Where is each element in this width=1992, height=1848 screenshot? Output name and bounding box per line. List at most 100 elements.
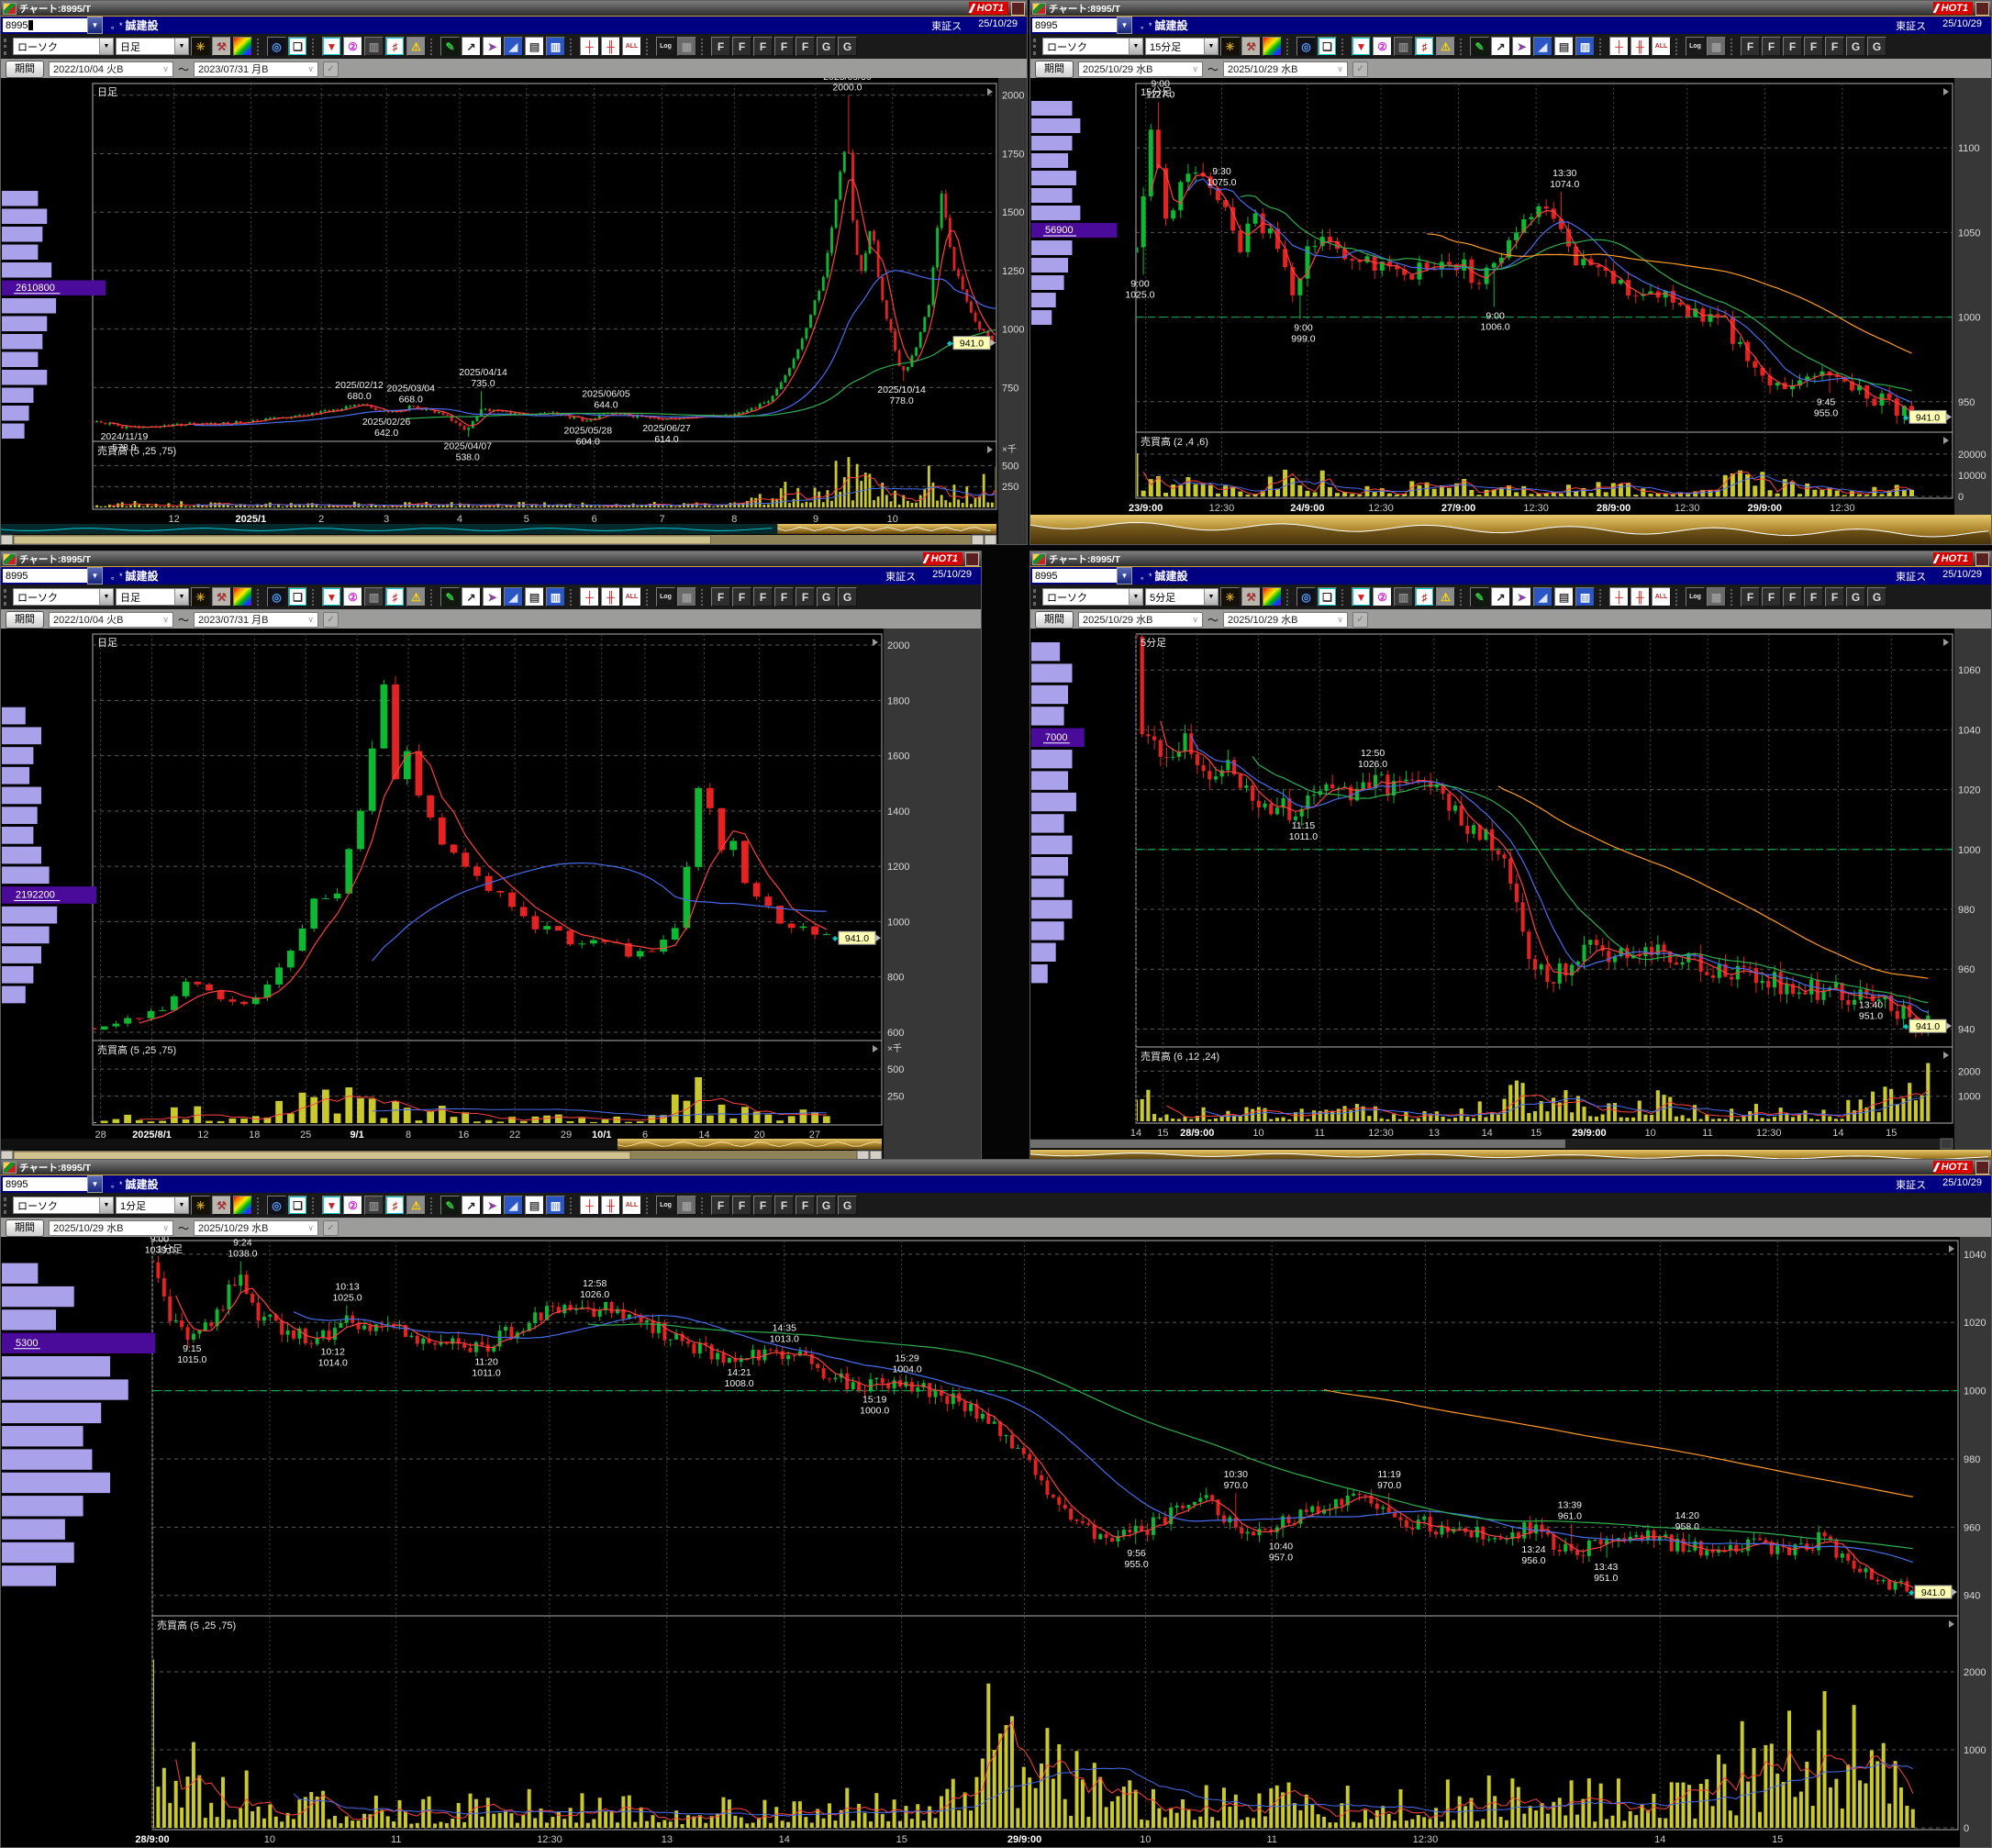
chevron-down-icon[interactable]: ∨ <box>307 614 315 624</box>
chart-f1-icon[interactable]: F <box>711 37 730 56</box>
window-titlebar[interactable]: チャート:8995/T HOT1 <box>1030 1 1991 17</box>
color-palette-icon[interactable] <box>1263 37 1282 56</box>
compare-disabled-icon[interactable]: ▦ <box>1707 37 1726 56</box>
number-2-icon[interactable]: ② <box>343 1196 362 1215</box>
chevron-down-icon[interactable]: ∨ <box>162 63 169 73</box>
chart-svg[interactable]: 600 800 1000 1200 1400 1600 1800 2000 500 250 ×千 21… <box>1 629 982 1162</box>
bar-width-narrow-icon[interactable]: ┼ <box>580 587 599 607</box>
chart-style-select[interactable]: ローソク ▼ <box>13 588 114 606</box>
color-palette-icon[interactable] <box>233 587 252 607</box>
chart-style-select[interactable]: ローソク ▼ <box>13 1197 114 1214</box>
period-apply-checkbox[interactable]: ✓ <box>1352 61 1369 77</box>
chart-f3-icon[interactable]: F <box>1783 587 1802 607</box>
symbol-dropdown-button[interactable]: ▼ <box>1117 567 1132 584</box>
symbol-input[interactable]: 8995 <box>1032 18 1117 32</box>
eraser-icon[interactable]: ◢ <box>1533 587 1552 607</box>
period-apply-checkbox[interactable]: ✓ <box>323 611 339 628</box>
period-to-select[interactable]: 2025/10/29 水B ∨ <box>1223 61 1349 77</box>
alert-icon[interactable]: ⚠ <box>1436 587 1455 607</box>
pattern-net-icon[interactable]: ✳ <box>191 1196 210 1215</box>
compare-disabled-icon[interactable]: ▦ <box>677 37 696 56</box>
period-apply-checkbox[interactable]: ✓ <box>323 1219 339 1236</box>
copy-page-icon[interactable]: ▤ <box>525 587 544 607</box>
log-scale-icon[interactable]: Log <box>656 1196 675 1215</box>
chevron-down-icon[interactable]: ▼ <box>1204 39 1218 54</box>
chevron-down-icon[interactable]: ▼ <box>1129 589 1142 605</box>
chevron-down-icon[interactable]: ∨ <box>1337 614 1344 624</box>
eraser-icon[interactable]: ◢ <box>504 1196 523 1215</box>
chart-f4-icon[interactable]: F <box>1804 37 1823 56</box>
candle-settings-icon[interactable]: ♯ <box>1415 587 1434 607</box>
candle-settings-icon[interactable]: ♯ <box>385 1196 405 1215</box>
chart-style-select[interactable]: ローソク ▼ <box>1042 588 1143 606</box>
number-2-icon[interactable]: ② <box>1373 37 1392 56</box>
chart-f3-icon[interactable]: F <box>753 37 773 56</box>
chevron-down-icon[interactable]: ▼ <box>99 1197 113 1213</box>
hot-badge-icon[interactable] <box>965 551 979 566</box>
bar-width-narrow-icon[interactable]: ┼ <box>580 1196 599 1215</box>
copy-page-icon[interactable]: ▤ <box>1554 587 1574 607</box>
draw-pencil-icon[interactable]: ✎ <box>440 587 460 607</box>
number-2-icon[interactable]: ② <box>343 37 362 56</box>
zoom-icon[interactable]: ◎ <box>267 1196 286 1215</box>
cursor-icon[interactable]: ➤ <box>483 37 502 56</box>
copy-page-icon[interactable]: ▤ <box>1554 37 1574 56</box>
layout-window-icon[interactable]: ❏ <box>288 1196 307 1215</box>
hot-badge[interactable]: HOT1 <box>1932 552 1973 565</box>
symbol-input[interactable]: 8995 <box>3 1177 87 1191</box>
columns-disabled-icon[interactable]: ▥ <box>364 1196 384 1215</box>
timeframe-select[interactable]: 5分足 ▼ <box>1145 588 1219 606</box>
zoom-icon[interactable]: ◎ <box>1296 587 1316 607</box>
symbol-dropdown-button[interactable]: ▼ <box>1117 17 1132 34</box>
period-to-select[interactable]: 2025/10/29 水B ∨ <box>1223 611 1349 628</box>
period-button[interactable]: 期間 <box>6 60 44 78</box>
period-to-select[interactable]: 2023/07/31 月B ∨ <box>194 611 319 628</box>
chart-area[interactable]: 600 800 1000 1200 1400 1600 1800 2000 500 250 ×千 21… <box>1 629 981 1161</box>
chart-g1-icon[interactable]: G <box>817 1196 836 1215</box>
alert-icon[interactable]: ⚠ <box>406 1196 426 1215</box>
chevron-down-icon[interactable]: ▼ <box>174 39 188 54</box>
hot-badge[interactable]: HOT1 <box>968 2 1008 15</box>
all-bars-icon[interactable]: ALL <box>622 37 641 56</box>
cursor-icon[interactable]: ➤ <box>483 587 502 607</box>
chevron-down-icon[interactable]: ▼ <box>99 39 113 54</box>
candle-settings-icon[interactable]: ♯ <box>385 587 405 607</box>
cursor-icon[interactable]: ➤ <box>483 1196 502 1215</box>
period-to-select[interactable]: 2025/10/29 水B ∨ <box>194 1219 319 1236</box>
columns-disabled-icon[interactable]: ▥ <box>1394 587 1413 607</box>
trash-icon[interactable]: ▥ <box>1575 37 1595 56</box>
draw-pencil-icon[interactable]: ✎ <box>440 1196 460 1215</box>
compare-disabled-icon[interactable]: ▦ <box>677 1196 696 1215</box>
layout-window-icon[interactable]: ❏ <box>1318 587 1337 607</box>
candle-settings-icon[interactable]: ♯ <box>1415 37 1434 56</box>
chart-f2-icon[interactable]: F <box>732 1196 751 1215</box>
chevron-down-icon[interactable]: ▼ <box>174 589 188 605</box>
timeframe-select[interactable]: 15分足 ▼ <box>1145 38 1219 55</box>
eraser-icon[interactable]: ◢ <box>1533 37 1552 56</box>
window-titlebar[interactable]: チャート:8995/T HOT1 <box>1030 551 1991 567</box>
trendline-icon[interactable]: ↗ <box>462 37 481 56</box>
cursor-icon[interactable]: ➤ <box>1512 37 1531 56</box>
chevron-down-icon[interactable]: ▼ <box>174 1197 188 1213</box>
bar-width-wide-icon[interactable]: ╫ <box>1630 587 1650 607</box>
period-from-select[interactable]: 2022/10/04 火B ∨ <box>49 61 173 77</box>
chart-svg[interactable]: 94096098010001020104010602000100070009:3… <box>1030 629 1992 1162</box>
log-scale-icon[interactable]: Log <box>1686 37 1705 56</box>
bar-width-wide-icon[interactable]: ╫ <box>1630 37 1650 56</box>
candle-settings-icon[interactable]: ♯ <box>385 37 405 56</box>
hot-badge[interactable]: HOT1 <box>1932 2 1973 15</box>
chart-svg[interactable]: 95010001050110020000100000569009:001127.… <box>1030 78 1992 545</box>
chart-f1-icon[interactable]: F <box>1741 37 1760 56</box>
chevron-down-icon[interactable]: ∨ <box>1192 614 1198 624</box>
chart-g1-icon[interactable]: G <box>1846 587 1865 607</box>
period-from-select[interactable]: 2025/10/29 水B ∨ <box>49 1219 173 1236</box>
bar-width-wide-icon[interactable]: ╫ <box>601 587 620 607</box>
chart-style-select[interactable]: ローソク ▼ <box>1042 38 1143 55</box>
alert-icon[interactable]: ⚠ <box>1436 37 1455 56</box>
zoom-icon[interactable]: ◎ <box>1296 37 1316 56</box>
columns-disabled-icon[interactable]: ▥ <box>364 587 384 607</box>
hot-badge-icon[interactable] <box>1975 1 1989 16</box>
save-download-icon[interactable]: ▼ <box>322 587 341 607</box>
alert-icon[interactable]: ⚠ <box>406 587 426 607</box>
chevron-down-icon[interactable]: ∨ <box>162 1222 169 1232</box>
